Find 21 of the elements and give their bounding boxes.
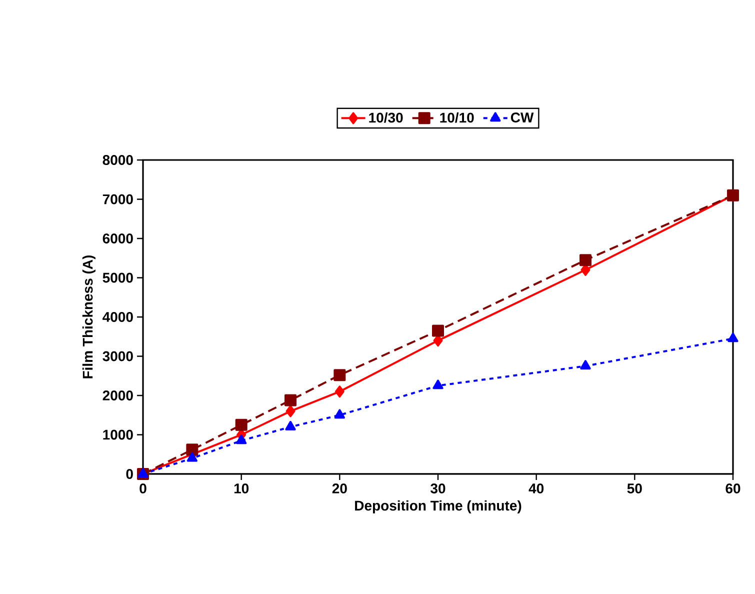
x-tick-label: 30	[430, 484, 446, 494]
x-tick-label: 40	[528, 484, 544, 494]
y-tick-label: 3000	[102, 351, 133, 362]
x-tick-label: 50	[627, 484, 642, 494]
x-tick-label: 60	[726, 484, 740, 494]
y-tick-label: 2000	[102, 390, 133, 400]
y-tick-label: 4000	[102, 312, 133, 322]
legend-label: 10/30	[369, 112, 403, 123]
legend-label: 10/10	[440, 112, 474, 123]
y-axis-title: Film Thickness (A)	[82, 255, 96, 378]
y-tick-label: 8000	[102, 155, 133, 165]
y-tick-label: 1000	[103, 430, 133, 440]
y-tick-label: 0	[126, 469, 133, 479]
x-tick-label: 20	[332, 484, 347, 494]
x-tick-label: 10	[234, 484, 249, 494]
legend-label: CW	[510, 112, 534, 122]
y-tick-label: 5000	[102, 272, 133, 283]
x-axis-title: Deposition Time (minute)	[355, 500, 522, 514]
x-tick-label: 0	[140, 484, 146, 494]
y-tick-label: 7000	[102, 194, 133, 204]
y-tick-label: 6000	[102, 234, 133, 244]
